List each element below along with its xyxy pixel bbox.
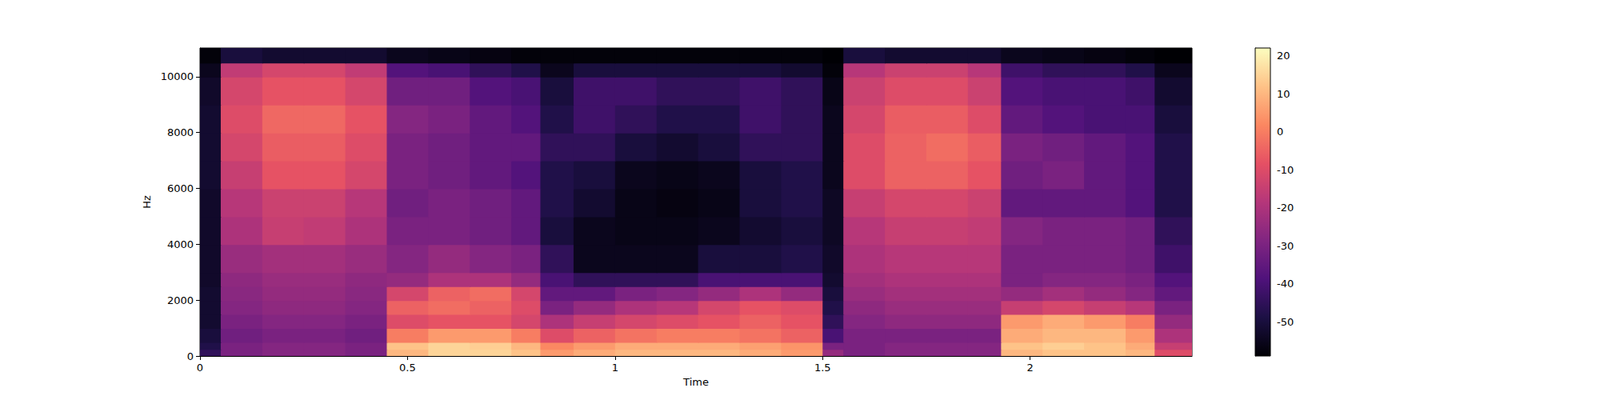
svg-text:2: 2 bbox=[1027, 361, 1034, 374]
svg-text:-10: -10 bbox=[1276, 164, 1294, 176]
svg-text:1.5: 1.5 bbox=[814, 361, 832, 374]
svg-text:0: 0 bbox=[1276, 125, 1284, 138]
svg-text:1: 1 bbox=[612, 361, 619, 374]
svg-text:10000: 10000 bbox=[160, 70, 194, 83]
svg-text:-50: -50 bbox=[1276, 316, 1294, 328]
svg-text:0: 0 bbox=[196, 361, 204, 374]
svg-text:Hz: Hz bbox=[140, 195, 153, 209]
svg-text:6000: 6000 bbox=[167, 182, 194, 195]
svg-text:-40: -40 bbox=[1276, 277, 1294, 290]
svg-text:10: 10 bbox=[1276, 88, 1291, 100]
svg-text:-30: -30 bbox=[1276, 240, 1294, 252]
svg-text:4000: 4000 bbox=[167, 238, 194, 251]
svg-text:0.5: 0.5 bbox=[399, 361, 416, 374]
svg-text:8000: 8000 bbox=[167, 126, 194, 139]
svg-text:20: 20 bbox=[1276, 49, 1291, 62]
svg-text:2000: 2000 bbox=[167, 294, 194, 307]
svg-text:-20: -20 bbox=[1276, 201, 1294, 214]
svg-text:0: 0 bbox=[187, 350, 194, 363]
svg-text:Time: Time bbox=[682, 376, 709, 388]
